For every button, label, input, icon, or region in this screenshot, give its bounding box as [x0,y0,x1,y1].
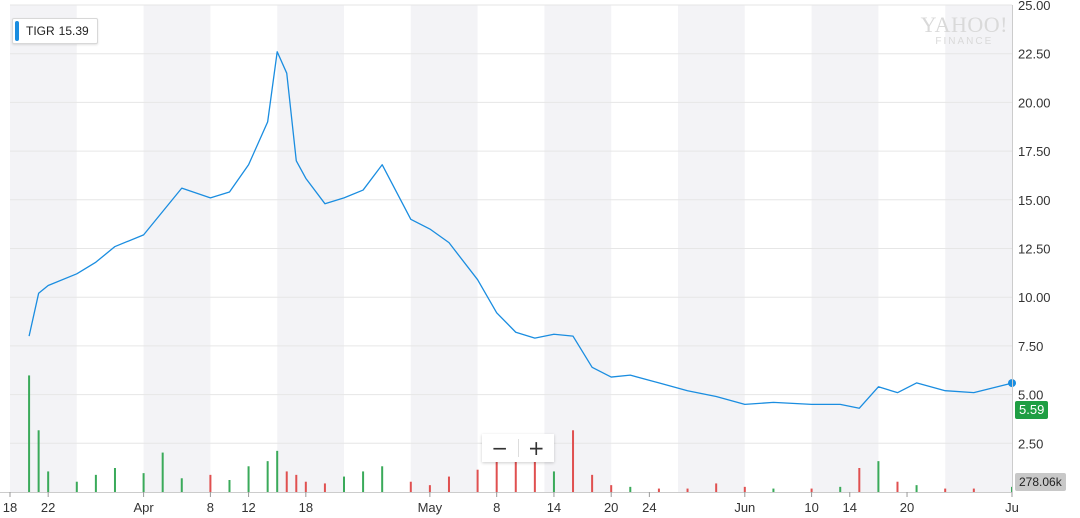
x-axis: 18 22 Apr 8 12 18 May 8 14 20 24 Jun 10 14 20 Ju [0,492,1019,515]
volume-bar [495,456,498,492]
volume-bar [610,485,613,492]
logo-line-2: FINANCE [935,36,994,47]
volume-bar [686,488,689,492]
volume-tag: 278.06k [1015,473,1066,491]
x-tick-label: 22 [41,500,55,515]
volume-bar [285,471,288,492]
volume-bar [810,488,813,492]
volume-bar [591,474,594,492]
zoom-out-button[interactable]: − [491,436,509,460]
legend-symbol: TIGR [26,24,55,38]
x-tick-label: May [418,500,443,515]
y-tick-label: 17.50 [1018,144,1051,159]
volume-bar [381,466,384,492]
volume-bar [161,452,164,492]
x-tick-label: 18 [3,500,17,515]
volume-bar [715,483,718,492]
volume-bars [28,375,1013,492]
x-tick-label: Jun [734,500,755,515]
volume-bar [180,478,183,492]
volume-bar [409,481,412,492]
x-tick-label: Ju [1005,500,1019,515]
logo-line-1: YAHOO! [920,12,1008,37]
zoom-in-button[interactable]: + [527,436,545,460]
last-price-tag: 5.59 [1015,401,1049,419]
y-tick-label: 10.00 [1018,290,1051,305]
legend-value: 15.39 [58,24,89,38]
volume-bar [209,474,212,492]
y-tick-label: 12.50 [1018,242,1051,257]
zoom-controls: − + [482,434,554,462]
volume-bar [47,471,50,492]
volume-bar [514,450,517,492]
volume-bar [743,486,746,492]
volume-bar [247,466,250,492]
x-tick-label: 12 [241,500,255,515]
volume-bar [877,461,880,492]
y-tick-label: 25.00 [1018,0,1051,13]
volume-bar [896,481,899,492]
volume-bar [94,474,97,492]
volume-bar [113,468,116,492]
x-tick-label: 8 [207,500,214,515]
volume-bar [37,430,40,492]
volume-bar [944,488,947,492]
volume-bar [839,486,842,492]
y-tick-label: 22.50 [1018,47,1051,62]
x-tick-label: 8 [493,500,500,515]
y-axis: 2.50 5.00 7.50 10.00 12.50 15.00 17.50 20.00 22.… [1012,0,1051,492]
y-tick-label: 20.00 [1018,95,1051,110]
x-tick-label: 14 [843,500,857,515]
x-tick-label: 24 [642,500,656,515]
x-tick-label: 14 [547,500,561,515]
volume-bar [28,375,31,492]
volume-bar [75,481,78,492]
x-tick-label: 10 [804,500,818,515]
volume-bar [304,481,307,492]
x-tick-label: Apr [133,500,154,515]
volume-bar [276,450,279,492]
volume-bar [323,483,326,492]
volume-bar [552,471,555,492]
volume-bar [657,488,660,492]
volume-bar [228,480,231,492]
volume-bar [428,485,431,492]
x-tick-label: 20 [604,500,618,515]
volume-bar [572,430,575,492]
price-line [28,51,1013,409]
volume-bar [972,488,975,492]
volume-bar [915,485,918,492]
volume-bar [142,473,145,492]
volume-bar [447,476,450,492]
volume-bar [266,461,269,492]
y-tick-label: 7.50 [1018,339,1043,354]
volume-bar [772,488,775,492]
volume-bar [629,486,632,492]
x-tick-label: 20 [900,500,914,515]
yahoo-finance-logo: YAHOO! FINANCE [921,14,1008,47]
y-tick-label: 15.00 [1018,193,1051,208]
volume-bar [533,440,536,492]
y-tick-label: 2.50 [1018,436,1043,451]
legend-badge[interactable]: TIGR 15.39 [12,18,98,44]
zoom-divider [517,439,519,457]
volume-bar [362,471,365,492]
volume-bar [476,469,479,492]
volume-bar [343,476,345,492]
legend-swatch [15,21,19,41]
volume-bar [858,468,861,492]
y-tick-label: 5.00 [1018,388,1043,403]
x-tick-label: 18 [299,500,313,515]
volume-bar [295,474,298,492]
